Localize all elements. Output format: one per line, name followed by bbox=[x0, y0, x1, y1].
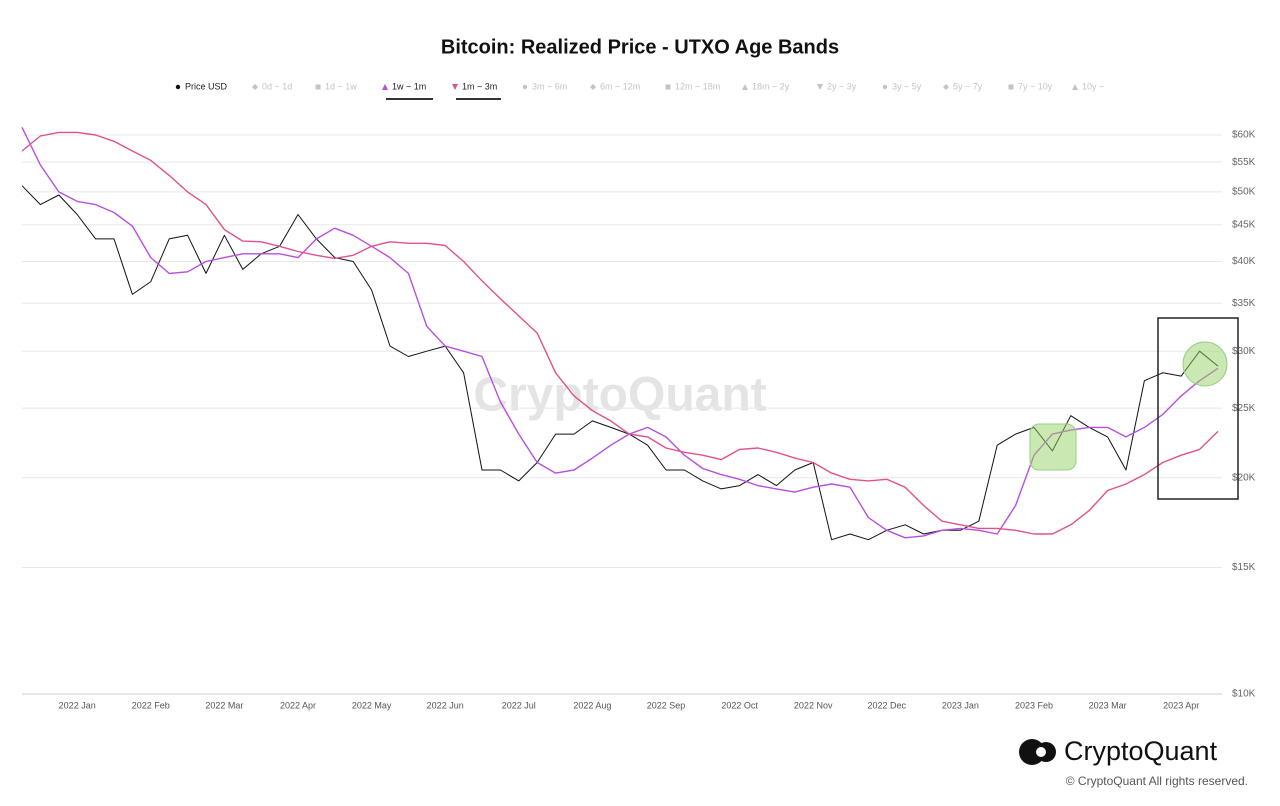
x-tick-label: 2022 Jul bbox=[502, 700, 536, 710]
y-tick-label: $60K bbox=[1232, 130, 1256, 141]
copyright: © CryptoQuant All rights reserved. bbox=[1066, 774, 1248, 788]
y-tick-label: $25K bbox=[1232, 403, 1256, 414]
x-tick-label: 2023 Jan bbox=[942, 700, 979, 710]
highlight-box bbox=[1029, 423, 1077, 471]
legend-label: Price USD bbox=[185, 81, 228, 91]
legend-item[interactable]: 1w ~ 1m bbox=[382, 81, 433, 100]
series-line bbox=[21, 185, 1219, 541]
legend-symbol bbox=[382, 84, 388, 90]
logo-icon bbox=[1019, 739, 1056, 765]
legend-symbol bbox=[452, 84, 458, 90]
legend-item[interactable]: 1m ~ 3m bbox=[452, 81, 501, 100]
legend-item[interactable]: 12m ~ 18m bbox=[665, 81, 721, 91]
x-tick-label: 2022 Nov bbox=[794, 700, 833, 710]
legend-item[interactable]: Price USD bbox=[175, 81, 228, 91]
legend-label: 1w ~ 1m bbox=[392, 81, 426, 91]
y-tick-label: $55K bbox=[1232, 157, 1256, 168]
legend-symbol bbox=[1008, 84, 1014, 90]
y-tick-label: $45K bbox=[1232, 219, 1256, 230]
y-tick-label: $35K bbox=[1232, 298, 1256, 309]
legend-symbol bbox=[817, 84, 823, 90]
x-tick-label: 2023 Apr bbox=[1163, 700, 1199, 710]
legend-label: 3y ~ 5y bbox=[892, 81, 922, 91]
legend-label: 2y ~ 3y bbox=[827, 81, 857, 91]
legend-symbol bbox=[943, 84, 949, 90]
legend-label: 0d ~ 1d bbox=[262, 81, 292, 91]
watermark: CryptoQuant bbox=[473, 369, 766, 422]
x-tick-label: 2022 Mar bbox=[205, 700, 243, 710]
legend-item[interactable]: 5y ~ 7y bbox=[943, 81, 983, 91]
highlight-frame bbox=[1157, 317, 1239, 500]
legend-symbol bbox=[742, 84, 748, 90]
x-tick-label: 2022 Apr bbox=[280, 700, 316, 710]
legend-item[interactable]: 6m ~ 12m bbox=[590, 81, 640, 91]
x-tick-label: 2022 Jun bbox=[427, 700, 464, 710]
y-tick-label: $50K bbox=[1232, 186, 1256, 197]
legend-label: 5y ~ 7y bbox=[953, 81, 983, 91]
legend-symbol bbox=[175, 84, 181, 90]
legend-symbol bbox=[315, 84, 321, 90]
legend-label: 7y ~ 10y bbox=[1018, 81, 1053, 91]
x-tick-label: 2022 Jan bbox=[59, 700, 96, 710]
legend-item[interactable]: 18m ~ 2y bbox=[742, 81, 790, 91]
x-tick-label: 2023 Feb bbox=[1015, 700, 1053, 710]
x-tick-label: 2022 Dec bbox=[868, 700, 907, 710]
legend-label: 1d ~ 1w bbox=[325, 81, 357, 91]
legend-symbol bbox=[522, 84, 528, 90]
chart-title: Bitcoin: Realized Price - UTXO Age Bands bbox=[441, 36, 839, 58]
y-tick-label: $20K bbox=[1232, 472, 1256, 483]
x-tick-label: 2022 Feb bbox=[132, 700, 170, 710]
y-tick-label: $40K bbox=[1232, 256, 1256, 267]
legend: Price USD 0d ~ 1d 1d ~ 1w 1w ~ 1m 1m ~ 3m 3m … bbox=[175, 81, 1104, 100]
legend-label: 6m ~ 12m bbox=[600, 81, 640, 91]
legend-item[interactable]: 7y ~ 10y bbox=[1008, 81, 1053, 91]
legend-label: 1m ~ 3m bbox=[462, 81, 497, 91]
x-tick-label: 2022 Sep bbox=[647, 700, 686, 710]
legend-symbol bbox=[665, 84, 671, 90]
legend-item[interactable]: 3y ~ 5y bbox=[882, 81, 922, 91]
x-tick-label: 2022 Oct bbox=[721, 700, 758, 710]
y-tick-label: $15K bbox=[1232, 562, 1256, 573]
x-tick-label: 2022 May bbox=[352, 700, 392, 710]
plot-area: $10K $15K $20K $25K $30K $35K $40K $45K $50K $55K… bbox=[21, 126, 1256, 710]
legend-label: 10y ~ bbox=[1082, 81, 1104, 91]
x-tick-label: 2022 Aug bbox=[573, 700, 611, 710]
legend-item[interactable]: 2y ~ 3y bbox=[817, 81, 857, 91]
legend-item[interactable]: 0d ~ 1d bbox=[252, 81, 292, 91]
legend-item[interactable]: 1d ~ 1w bbox=[315, 81, 358, 91]
legend-label: 3m ~ 6m bbox=[532, 81, 567, 91]
legend-symbol bbox=[252, 84, 258, 90]
x-tick-label: 2023 Mar bbox=[1089, 700, 1127, 710]
series-line bbox=[21, 126, 1219, 539]
legend-item[interactable]: 3m ~ 6m bbox=[522, 81, 567, 91]
logo-text: CryptoQuant bbox=[1064, 736, 1218, 766]
series-line bbox=[21, 131, 1219, 535]
legend-item[interactable]: 10y ~ bbox=[1072, 81, 1104, 91]
legend-symbol bbox=[590, 84, 596, 90]
legend-label: 12m ~ 18m bbox=[675, 81, 720, 91]
legend-symbol bbox=[882, 84, 888, 90]
legend-symbol bbox=[1072, 84, 1078, 90]
legend-label: 18m ~ 2y bbox=[752, 81, 790, 91]
y-tick-label: $10K bbox=[1232, 689, 1256, 700]
highlight-circle bbox=[1182, 341, 1228, 387]
y-tick-label: $30K bbox=[1232, 346, 1256, 357]
